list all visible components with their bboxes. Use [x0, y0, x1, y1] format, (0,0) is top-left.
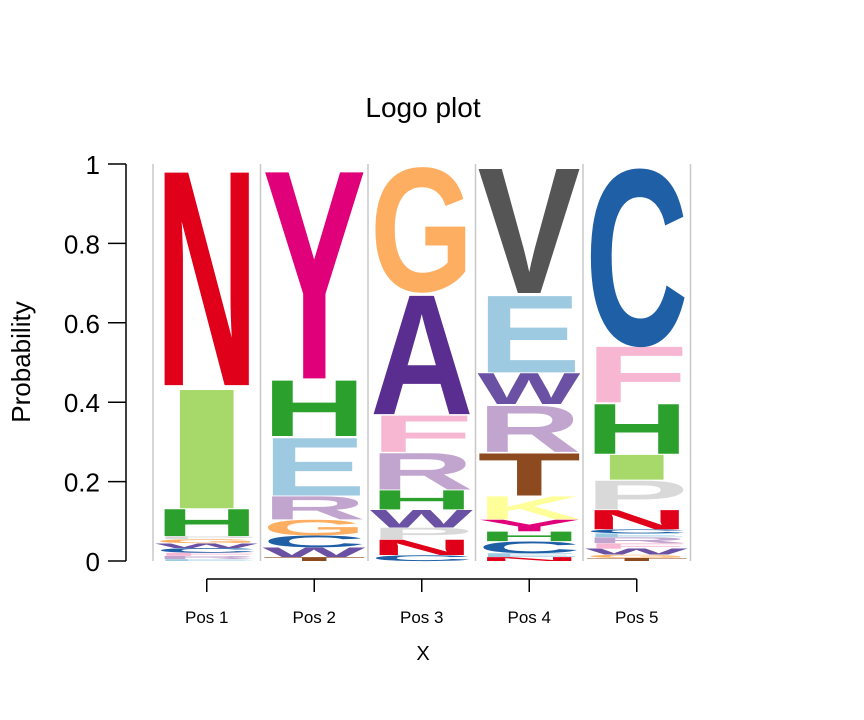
position-separators [152, 164, 692, 561]
y-tick-label: 0.2 [64, 468, 100, 498]
logo-letter: E [155, 559, 258, 562]
logo-letter: C [263, 532, 366, 551]
logo-letter: G [263, 515, 366, 540]
logo-letter: R [263, 490, 366, 527]
logo-letter: H [155, 501, 258, 544]
logo-letter: G [585, 554, 688, 559]
logo-letter: E [263, 421, 366, 514]
logo-letter: Y [263, 107, 366, 442]
logo-letter: H [370, 484, 473, 515]
x-tick-label: Pos 1 [185, 608, 228, 627]
logo-letter: C [478, 538, 581, 557]
logo-letter: W [263, 545, 367, 560]
logo-letter: Y [478, 516, 581, 535]
y-tick-label: 0.6 [64, 309, 100, 339]
logo-letter: C [370, 553, 474, 562]
logo-letter: G [370, 132, 473, 330]
y-axis-label: Probability [6, 301, 36, 422]
logo-letter: T [478, 440, 581, 508]
logo-letter: W [585, 547, 688, 556]
logo-letter: H [478, 529, 581, 545]
logo-letter: R [478, 392, 581, 466]
logo-letter: G [155, 538, 258, 544]
logo-letter: N [370, 535, 473, 560]
logo-letter: T [585, 557, 688, 562]
logo-letter: A [370, 259, 473, 451]
logo-letter: H [585, 389, 689, 470]
logo-letter: F [155, 552, 258, 557]
x-tick-label: Pos 5 [615, 608, 658, 627]
logo-letter: W [155, 542, 258, 549]
x-tick-label: Pos 3 [400, 608, 443, 627]
logo-letter: P [585, 472, 688, 518]
logo-letter: N [585, 504, 688, 535]
logo-letter: C [155, 547, 259, 554]
x-axis: Pos 1 Pos 2 Pos 3 Pos 4 Pos 5 [185, 578, 658, 627]
logo-letter: N [478, 556, 581, 562]
logo-letter: T [263, 556, 366, 562]
logo-letter: F [585, 542, 688, 551]
y-tick-label: 0 [86, 547, 100, 577]
logo-letter: W [478, 364, 581, 414]
logo-letter: E [585, 532, 688, 538]
logo-letter: E [478, 552, 581, 558]
x-axis-label: X [416, 643, 429, 665]
logo-letter: I [155, 353, 258, 545]
logo-letter: F [585, 330, 688, 420]
logo-letter: P [370, 524, 473, 543]
logo-letter: C [585, 528, 688, 534]
logo-letter: N [155, 107, 258, 452]
logo-letter: R [155, 555, 258, 560]
logo-stacks: ERFCWGPHINTWCGREHYCNPWHRFAGNECHYKTRWEVTG… [155, 107, 689, 563]
logo-letter: P [155, 535, 258, 540]
logo-letter: R [585, 536, 689, 545]
x-tick-label: Pos 2 [293, 608, 336, 627]
chart-title: Logo plot [365, 92, 480, 123]
logo-letter: K [478, 490, 581, 527]
y-tick-label: 0.8 [64, 229, 100, 259]
x-tick-label: Pos 4 [508, 608, 551, 627]
logo-letter: R [370, 442, 473, 501]
logo-letter: C [585, 117, 689, 399]
y-tick-label: 0.4 [64, 388, 100, 418]
logo-letter: E [478, 272, 581, 396]
logo-letter: V [478, 130, 581, 332]
logo-letter: F [370, 404, 473, 463]
y-tick-label: 1 [86, 150, 100, 180]
logo-letter: W [370, 505, 473, 533]
y-axis: 0 0.2 0.4 0.6 0.8 1 [64, 150, 127, 577]
logo-letter: I [585, 447, 688, 487]
logo-letter: H [263, 363, 367, 453]
